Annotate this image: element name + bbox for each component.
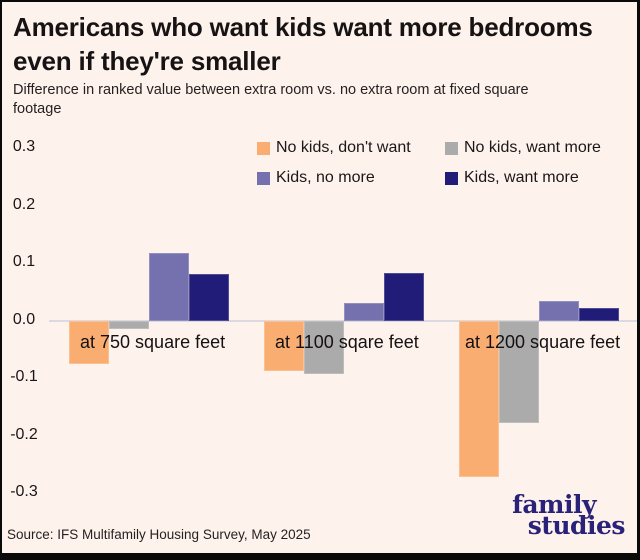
family-studies-logo: family studies — [512, 490, 626, 540]
bar — [149, 253, 189, 321]
legend-label: No kids, want more — [464, 139, 601, 156]
bar — [264, 321, 304, 371]
chart-title: Americans who want kids want more bedroo… — [13, 12, 593, 76]
category-label: at 750 square feet — [80, 332, 226, 352]
legend-item: Kids, want more — [445, 168, 579, 188]
bar — [304, 321, 344, 374]
source-note: Source: IFS Multifamily Housing Survey, … — [7, 527, 311, 542]
logo-line-1: family — [512, 490, 596, 519]
category-label: at 1100 sqare feet — [275, 332, 419, 352]
y-tick-label: 0.3 — [12, 138, 36, 155]
chart-subtitle: Difference in ranked value between extra… — [13, 82, 529, 117]
bar — [539, 301, 579, 321]
y-tick-label: 0.1 — [12, 253, 36, 270]
legend-label: No kids, don't want — [276, 139, 411, 156]
category-label: at 1200 square feet — [465, 332, 621, 352]
legend-swatch-icon — [445, 141, 458, 155]
legend-swatch-icon — [445, 171, 458, 185]
bar — [459, 321, 499, 477]
legend-label: Kids, no more — [276, 169, 375, 186]
legend-label: Kids, want more — [464, 169, 579, 186]
bar — [344, 303, 384, 321]
logo-line-2: studies — [527, 511, 626, 540]
bar — [579, 308, 619, 321]
legend-swatch-icon — [257, 141, 270, 155]
y-tick-label: -0.2 — [10, 425, 38, 443]
y-tick-label: -0.3 — [10, 483, 38, 500]
bar — [109, 321, 149, 329]
legend-item: No kids, want more — [445, 138, 601, 158]
y-tick-label: 0.2 — [12, 195, 36, 213]
y-tick-label: 0.0 — [12, 310, 36, 328]
legend-swatch-icon — [257, 171, 270, 185]
bar — [69, 321, 109, 364]
legend-item: Kids, no more — [257, 168, 375, 188]
bar — [499, 321, 539, 423]
y-tick-label: -0.1 — [10, 368, 38, 385]
bar — [189, 274, 229, 321]
legend-item: No kids, don't want — [257, 138, 411, 158]
bar — [384, 273, 424, 321]
